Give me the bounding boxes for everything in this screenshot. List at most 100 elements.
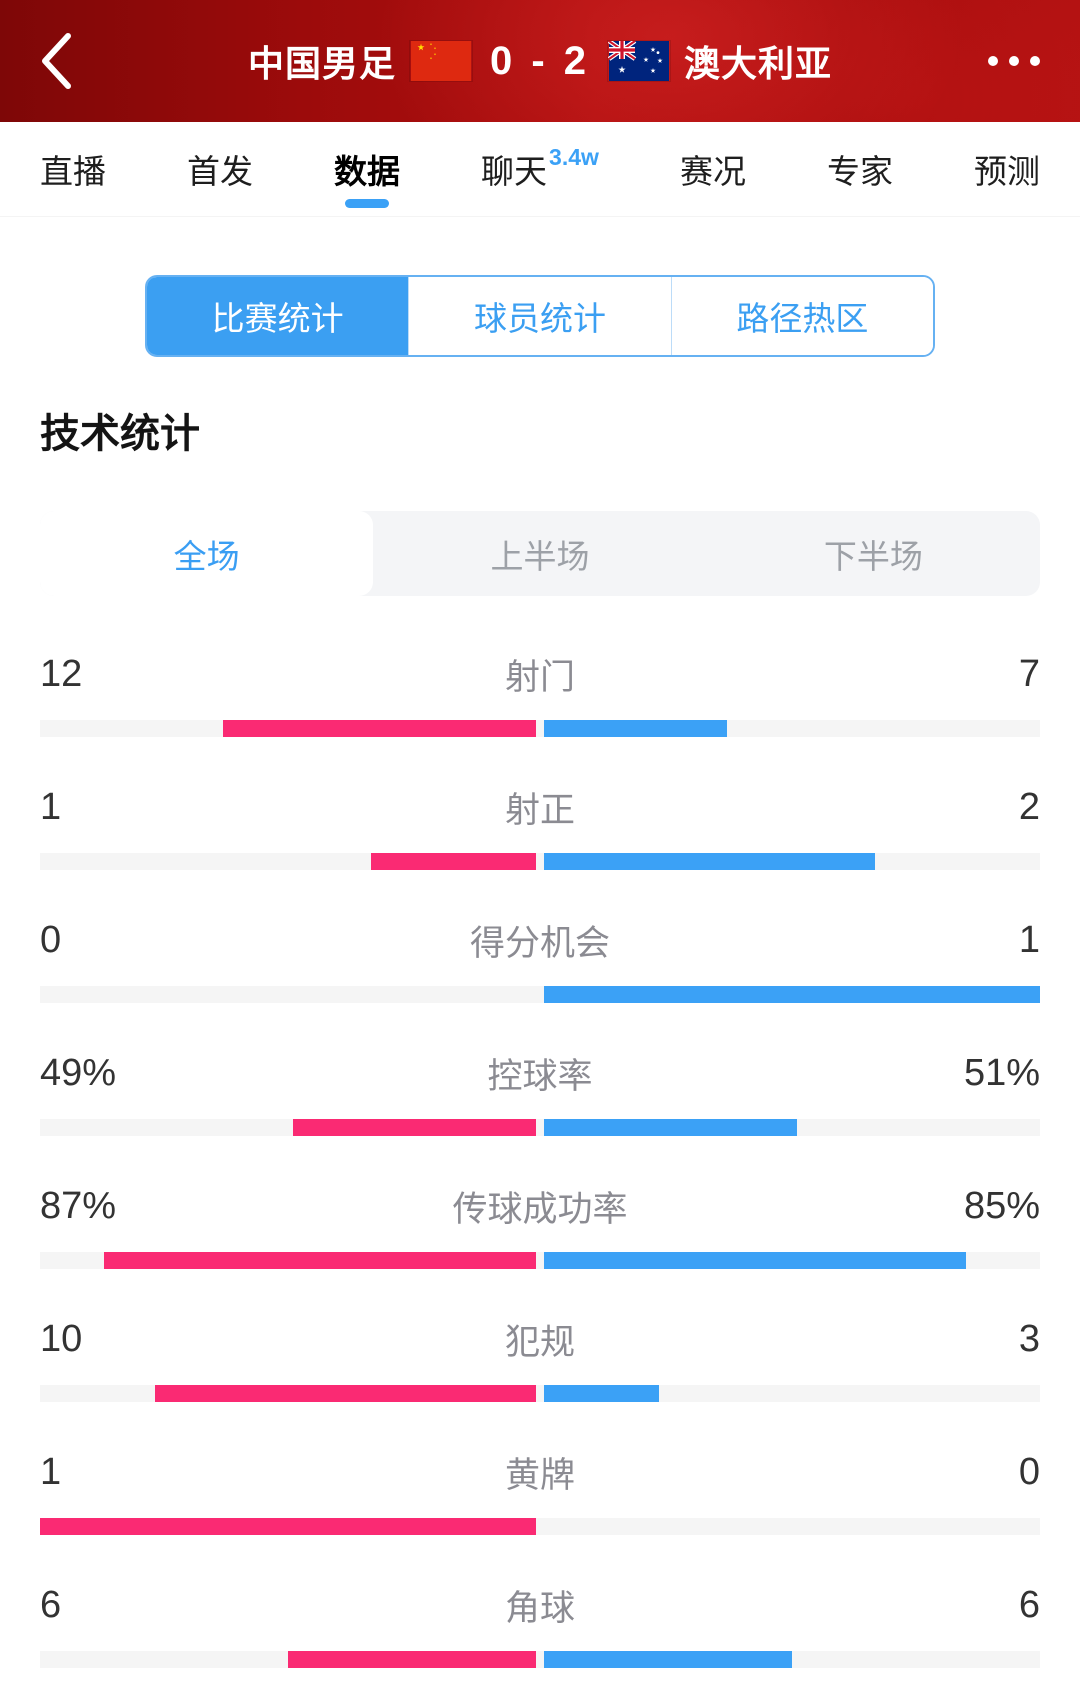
stat-row-corners: 6 角球 6 <box>40 1583 1040 1668</box>
home-bar-fill <box>370 853 536 870</box>
away-value: 6 <box>1018 1583 1040 1626</box>
stat-bar <box>40 1651 1040 1668</box>
stat-label: 得分机会 <box>469 923 610 963</box>
period-tab-first-half[interactable]: 上半场 <box>373 511 706 596</box>
home-value: 49% <box>40 1051 117 1094</box>
home-bar-fill <box>104 1252 536 1269</box>
stat-tab-label: 比赛统计 <box>211 300 344 337</box>
away-bar-fill <box>544 1385 659 1402</box>
chat-count-badge: 3.4w <box>549 143 599 170</box>
ellipsis-dot <box>1030 56 1040 66</box>
back-button[interactable] <box>28 26 84 96</box>
stat-label: 射正 <box>504 790 575 830</box>
stat-label: 黄牌 <box>504 1455 575 1495</box>
stat-row-pass-accuracy: 87% 传球成功率 85% <box>40 1184 1040 1269</box>
stat-row-possession: 49% 控球率 51% <box>40 1051 1040 1136</box>
stat-tab-label: 路径热区 <box>736 300 869 337</box>
stat-label: 犯规 <box>504 1322 575 1362</box>
away-team-name: 澳大利亚 <box>684 43 833 84</box>
nav-tab-label: 首发 <box>187 153 254 190</box>
away-bar-fill <box>544 1651 792 1668</box>
stat-label: 射门 <box>504 657 575 697</box>
active-tab-indicator <box>345 199 390 208</box>
nav-tab-label: 聊天 <box>481 153 548 190</box>
home-bar-fill <box>288 1651 536 1668</box>
nav-tabs: 直播 首发 数据 聊天 3.4w 赛况 专家 预测 <box>0 122 1080 217</box>
stat-bar <box>40 720 1040 737</box>
home-team-name: 中国男足 <box>247 43 396 84</box>
nav-tab-lineup[interactable]: 首发 <box>187 122 253 216</box>
stat-bar <box>40 1119 1040 1136</box>
nav-tab-predict[interactable]: 预测 <box>974 122 1040 216</box>
nav-tab-data[interactable]: 数据 <box>334 122 400 216</box>
nav-tab-label: 数据 <box>334 153 401 190</box>
stats-list: 12 射门 7 1 射正 2 0 得分机会 1 49% 控 <box>40 652 1040 1668</box>
stat-bar <box>40 986 1040 1003</box>
stat-row-big-chances: 0 得分机会 1 <box>40 918 1040 1003</box>
period-tab-label: 上半场 <box>490 537 590 575</box>
nav-tab-label: 专家 <box>826 153 893 190</box>
home-value: 12 <box>40 652 83 695</box>
stat-bar <box>40 1252 1040 1269</box>
home-bar-fill <box>222 720 536 737</box>
nav-tab-label: 赛况 <box>679 153 746 190</box>
period-toggle: 全场 上半场 下半场 <box>40 511 1040 596</box>
stat-tab-player-stats[interactable]: 球员统计 <box>408 277 671 355</box>
match-header: 中国男足 0 - 2 <box>0 0 1080 122</box>
stat-bar <box>40 1385 1040 1402</box>
match-title: 中国男足 0 - 2 <box>248 35 832 87</box>
away-value: 85% <box>963 1184 1040 1227</box>
stat-bar <box>40 1518 1040 1535</box>
ellipsis-dot <box>988 56 998 66</box>
home-value: 0 <box>40 918 62 961</box>
stat-label: 传球成功率 <box>452 1189 628 1229</box>
home-bar-fill <box>154 1385 536 1402</box>
back-chevron-icon <box>42 33 71 89</box>
away-value: 7 <box>1018 652 1040 695</box>
stat-tab-match-stats[interactable]: 比赛统计 <box>147 277 409 355</box>
home-value: 1 <box>40 1450 62 1493</box>
away-bar-fill <box>544 720 727 737</box>
nav-tab-live[interactable]: 直播 <box>40 122 106 216</box>
away-value: 3 <box>1018 1317 1040 1360</box>
ellipsis-dot <box>1009 56 1019 66</box>
stat-row-shots: 12 射门 7 <box>40 652 1040 737</box>
stat-bar <box>40 853 1040 870</box>
stat-category-tabs: 比赛统计 球员统计 路径热区 <box>145 275 935 357</box>
nav-tab-label: 直播 <box>40 153 106 190</box>
score-text: 0 - 2 <box>489 38 591 83</box>
home-bar-fill <box>292 1119 536 1136</box>
nav-tab-matchinfo[interactable]: 赛况 <box>680 122 746 216</box>
nav-tab-chat[interactable]: 聊天 3.4w <box>481 122 599 216</box>
stat-tab-label: 球员统计 <box>473 300 606 337</box>
stat-row-yellow-cards: 1 黄牌 0 <box>40 1450 1040 1535</box>
away-bar-fill <box>544 1252 966 1269</box>
home-value: 1 <box>40 785 62 828</box>
period-tab-label: 全场 <box>173 537 240 575</box>
stat-label: 角球 <box>504 1588 575 1628</box>
china-flag-icon <box>410 41 471 81</box>
nav-tab-label: 预测 <box>973 153 1040 190</box>
away-value: 1 <box>1018 918 1040 961</box>
period-tab-full-match[interactable]: 全场 <box>40 511 374 596</box>
home-value: 87% <box>40 1184 117 1227</box>
period-tab-label: 下半场 <box>823 537 923 575</box>
away-value: 2 <box>1018 785 1040 828</box>
period-tab-second-half[interactable]: 下半场 <box>707 511 1040 596</box>
stat-row-shots-on-target: 1 射正 2 <box>40 785 1040 870</box>
home-bar-fill <box>40 1518 536 1535</box>
away-bar-fill <box>544 1119 797 1136</box>
away-value: 0 <box>1018 1450 1040 1493</box>
nav-tab-expert[interactable]: 专家 <box>827 122 893 216</box>
stat-label: 控球率 <box>487 1056 593 1096</box>
away-value: 51% <box>963 1051 1040 1094</box>
australia-flag-icon <box>608 41 670 81</box>
home-value: 10 <box>40 1317 83 1360</box>
more-options-button[interactable] <box>976 36 1052 86</box>
home-value: 6 <box>40 1583 62 1626</box>
away-bar-fill <box>544 853 875 870</box>
stat-tab-heat-zone[interactable]: 路径热区 <box>670 277 933 355</box>
away-bar-fill <box>544 986 1040 1003</box>
stat-row-fouls: 10 犯规 3 <box>40 1317 1040 1402</box>
section-title: 技术统计 <box>40 412 200 456</box>
